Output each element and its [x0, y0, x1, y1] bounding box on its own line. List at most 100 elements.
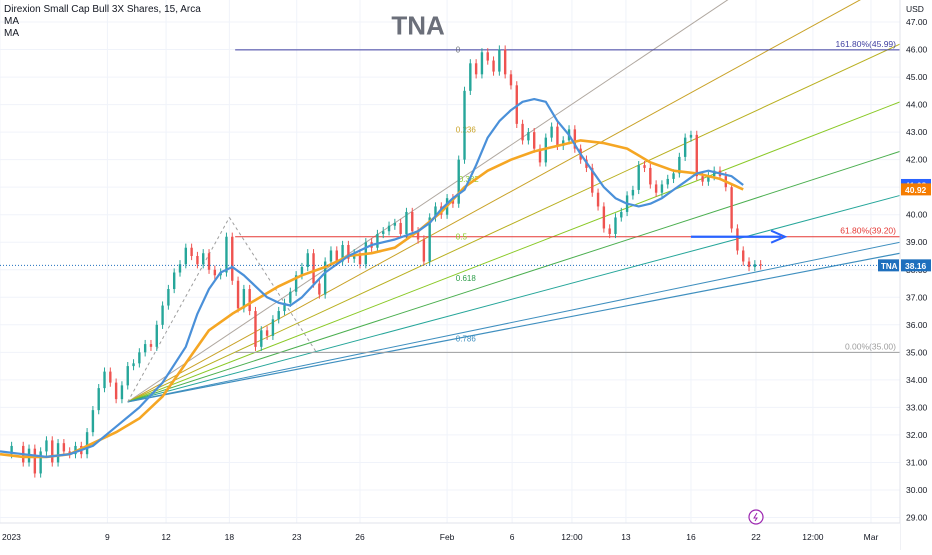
price-candle	[231, 236, 234, 281]
price-tag-symbol-bg	[878, 259, 899, 272]
price-candle	[358, 253, 362, 265]
fan-line	[127, 0, 729, 403]
price-candle	[521, 123, 524, 141]
y-tick-label: 35.00	[906, 347, 928, 357]
legend: Direxion Small Cap Bull 3X Shares, 15, A…	[4, 4, 201, 40]
lightning-icon	[753, 512, 758, 522]
price-candle	[678, 156, 681, 174]
price-candle	[202, 253, 205, 265]
fib-level-label: 0.618	[456, 274, 477, 283]
price-candle	[103, 371, 106, 389]
price-candle	[695, 134, 698, 177]
price-candle	[33, 448, 37, 474]
price-candle	[405, 211, 408, 234]
price-candle	[509, 74, 513, 86]
ma-fast-line	[0, 98, 744, 458]
price-candle	[126, 366, 129, 386]
fan-line	[127, 43, 901, 403]
price-candle	[271, 319, 275, 336]
price-candle	[538, 148, 542, 163]
price-tag: 38.16	[905, 261, 927, 271]
y-tick-label: 36.00	[906, 320, 928, 330]
x-tick-label: 18	[225, 532, 235, 542]
price-candle	[457, 159, 460, 204]
price-candle	[620, 211, 623, 218]
price-candle	[492, 60, 495, 72]
price-candle	[155, 324, 158, 347]
x-tick-label: 23	[292, 532, 302, 542]
price-candle	[120, 385, 124, 400]
price-candle	[631, 189, 635, 196]
price-candle	[138, 352, 141, 364]
price-candle	[62, 443, 66, 452]
price-candle	[532, 132, 536, 149]
y-tick-label: 42.00	[906, 155, 928, 165]
price-candle	[753, 264, 757, 268]
price-candle	[56, 443, 60, 463]
price-candle	[109, 371, 112, 383]
price-candle	[683, 137, 687, 157]
price-candle	[45, 440, 48, 452]
price-candle	[399, 222, 402, 234]
price-candle	[184, 247, 188, 265]
price-candle	[614, 217, 617, 234]
legend-ma-2[interactable]: MA	[4, 28, 19, 39]
price-candle	[347, 244, 350, 259]
fan-line	[127, 241, 901, 403]
event-marker-icon	[748, 509, 764, 525]
price-candle	[382, 231, 385, 234]
y-axis-currency: USD	[906, 4, 924, 14]
y-tick-label: 37.00	[906, 292, 928, 302]
price-candle	[573, 129, 577, 149]
price-candle	[556, 126, 559, 146]
price-candle	[51, 440, 54, 463]
price-candle	[254, 311, 257, 347]
price-candle	[225, 236, 228, 273]
y-tick-label: 33.00	[906, 402, 928, 412]
price-candle	[178, 264, 182, 273]
ma-slow-tag: 40.92	[905, 185, 927, 195]
watermark-title: TNA	[391, 10, 445, 40]
fib-price-label: 161.80%(45.99)	[836, 39, 897, 49]
price-candle	[480, 52, 484, 75]
price-candle	[97, 388, 100, 411]
price-candle	[474, 63, 478, 75]
price-candle	[660, 184, 664, 193]
price-candle	[283, 302, 286, 312]
price-candle	[503, 49, 507, 75]
y-tick-label: 46.00	[906, 45, 928, 55]
y-tick-label: 43.00	[906, 127, 928, 137]
price-candle	[591, 167, 594, 193]
y-tick-label: 40.00	[906, 210, 928, 220]
x-axis-panel	[0, 523, 900, 550]
price-candle	[294, 275, 298, 292]
price-candle	[550, 126, 553, 138]
fib-level-label: 0.236	[456, 125, 477, 134]
price-candle	[707, 176, 710, 182]
price-candle	[672, 173, 675, 179]
price-candle	[161, 305, 164, 325]
x-tick-label: 22	[751, 532, 761, 542]
price-candle	[469, 63, 472, 91]
price-candle	[486, 52, 489, 61]
x-tick-label: 12:00	[802, 532, 824, 542]
price-candle	[422, 239, 426, 262]
price-candle	[242, 289, 246, 309]
price-candle	[649, 167, 652, 185]
price-candle	[515, 85, 518, 124]
price-candle	[312, 253, 315, 284]
y-tick-label: 47.00	[906, 17, 928, 27]
legend-symbol[interactable]: Direxion Small Cap Bull 3X Shares, 15, A…	[4, 4, 201, 15]
x-tick-label: 16	[686, 532, 696, 542]
price-candle	[666, 178, 669, 185]
legend-ma-1[interactable]: MA	[4, 16, 19, 27]
x-tick-label: 6	[510, 532, 515, 542]
y-tick-label: 30.00	[906, 485, 928, 495]
price-candle	[300, 267, 304, 276]
price-candle	[265, 330, 269, 336]
fib-level-label: 0.786	[456, 335, 477, 344]
y-axis-panel	[900, 0, 932, 550]
y-tick-label: 31.00	[906, 457, 928, 467]
x-tick-label: 12	[161, 532, 171, 542]
